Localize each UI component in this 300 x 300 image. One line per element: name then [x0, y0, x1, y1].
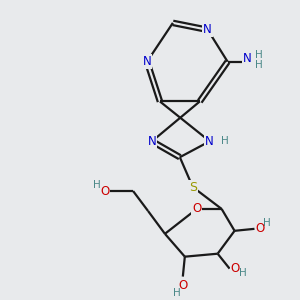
Text: O: O — [178, 279, 188, 292]
Text: O: O — [192, 202, 201, 215]
Text: N: N — [148, 135, 156, 148]
Text: N: N — [243, 52, 252, 65]
Text: N: N — [205, 135, 214, 148]
Text: H: H — [263, 218, 271, 228]
Text: O: O — [231, 262, 240, 275]
Text: H: H — [220, 136, 228, 146]
Text: H: H — [256, 60, 263, 70]
Text: H: H — [173, 287, 181, 298]
Text: N: N — [142, 55, 152, 68]
Text: S: S — [189, 181, 197, 194]
Text: H: H — [238, 268, 246, 278]
Text: H: H — [94, 180, 101, 190]
Text: O: O — [256, 222, 265, 235]
Text: N: N — [203, 23, 212, 36]
Text: O: O — [100, 184, 109, 197]
Text: H: H — [256, 50, 263, 60]
